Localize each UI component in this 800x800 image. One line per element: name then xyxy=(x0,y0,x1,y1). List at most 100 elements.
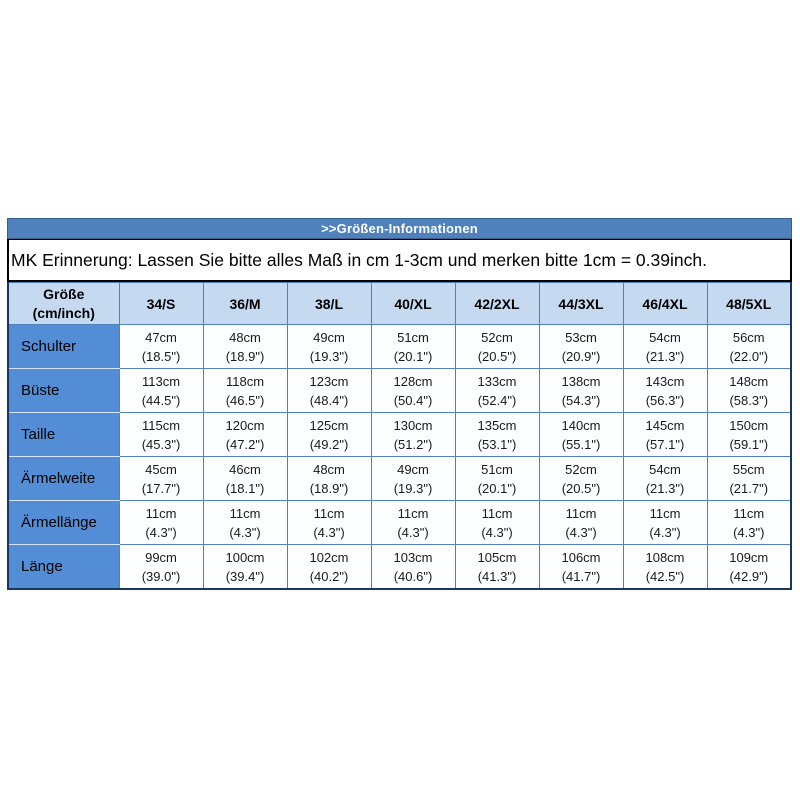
measurement-cm: 48cm xyxy=(313,461,345,477)
row-label: Ärmellänge xyxy=(7,500,120,545)
table-row: Schulter 47cm (18.5") 48cm (18.9") 49cm (19.3"… xyxy=(7,324,792,369)
measurement-cm: 48cm xyxy=(229,329,261,345)
measurement-cm: 150cm xyxy=(729,417,769,433)
measurement-cell: 11cm (4.3") xyxy=(286,500,372,545)
measurement-inch: (40.2") xyxy=(309,568,349,584)
measurement-cm: 113cm xyxy=(141,373,181,389)
measurement-inch: (4.3") xyxy=(313,524,345,540)
measurement-cell: 51cm (20.1") xyxy=(370,324,456,369)
measurement-cm: 47cm xyxy=(145,329,177,345)
corner-header-line2: (cm/inch) xyxy=(32,304,95,321)
measurement-cell: 52cm (20.5") xyxy=(538,456,624,501)
measurement-cm: 125cm xyxy=(309,417,349,433)
measurement-cell: 123cm (48.4") xyxy=(286,368,372,413)
measurement-cell: 105cm (41.3") xyxy=(454,544,540,590)
measurement-inch: (21.7") xyxy=(729,480,769,496)
size-column-header: 36/M xyxy=(202,282,288,325)
measurement-cm: 115cm xyxy=(141,417,181,433)
row-label: Büste xyxy=(7,368,120,413)
measurement-cm: 51cm xyxy=(397,329,429,345)
table-row: Ärmelweite 45cm (17.7") 46cm (18.1") 48cm (18.… xyxy=(7,456,792,501)
measurement-cm: 100cm xyxy=(225,549,265,565)
measurement-inch: (50.4") xyxy=(393,392,433,408)
measurement-cell: 102cm (40.2") xyxy=(286,544,372,590)
measurement-cell: 145cm (57.1") xyxy=(622,412,708,457)
measurement-cell: 143cm (56.3") xyxy=(622,368,708,413)
measurement-cell: 118cm (46.5") xyxy=(202,368,288,413)
measurement-inch: (39.4") xyxy=(225,568,265,584)
corner-header-cell: Größe (cm/inch) xyxy=(7,282,120,325)
measurement-inch: (46.5") xyxy=(225,392,265,408)
measurement-inch: (54.3") xyxy=(561,392,601,408)
measurement-cm: 45cm xyxy=(145,461,177,477)
measurement-inch: (51.2") xyxy=(393,436,433,452)
measurement-cell: 51cm (20.1") xyxy=(454,456,540,501)
measurement-cell: 48cm (18.9") xyxy=(286,456,372,501)
measurement-cm: 11cm xyxy=(313,505,345,521)
measurement-cell: 54cm (21.3") xyxy=(622,324,708,369)
size-column-header: 40/XL xyxy=(370,282,456,325)
size-chart: >>Größen-Informationen MK Erinnerung: La… xyxy=(7,218,792,590)
measurement-cell: 49cm (19.3") xyxy=(286,324,372,369)
measurement-cell: 11cm (4.3") xyxy=(622,500,708,545)
measurement-cell: 150cm (59.1") xyxy=(706,412,792,457)
measurement-inch: (21.3") xyxy=(645,348,685,364)
measurement-cell: 53cm (20.9") xyxy=(538,324,624,369)
size-table: Größe (cm/inch) 34/S 36/M 38/L 40/XL 42/2XL 4… xyxy=(7,282,792,590)
size-column-header: 44/3XL xyxy=(538,282,624,325)
measurement-cell: 46cm (18.1") xyxy=(202,456,288,501)
measurement-cell: 109cm (42.9") xyxy=(706,544,792,590)
measurement-cm: 51cm xyxy=(481,461,513,477)
measurement-inch: (20.5") xyxy=(561,480,601,496)
row-label: Schulter xyxy=(7,324,120,369)
measurement-inch: (42.9") xyxy=(729,568,769,584)
measurement-cm: 11cm xyxy=(229,505,261,521)
measurement-inch: (4.3") xyxy=(397,524,429,540)
row-label: Ärmelweite xyxy=(7,456,120,501)
measurement-inch: (19.3") xyxy=(309,348,349,364)
measurement-cell: 54cm (21.3") xyxy=(622,456,708,501)
table-row: Taille 115cm (45.3") 120cm (47.2") 125cm (49.2… xyxy=(7,412,792,457)
size-column-header: 34/S xyxy=(118,282,204,325)
measurement-cell: 11cm (4.3") xyxy=(706,500,792,545)
measurement-cell: 55cm (21.7") xyxy=(706,456,792,501)
measurement-cm: 49cm xyxy=(397,461,429,477)
measurement-inch: (4.3") xyxy=(145,524,177,540)
measurement-cm: 103cm xyxy=(393,549,433,565)
measurement-cm: 53cm xyxy=(565,329,597,345)
table-row: Länge 99cm (39.0") 100cm (39.4") 102cm (40.2")… xyxy=(7,544,792,590)
measurement-inch: (47.2") xyxy=(225,436,265,452)
measurement-cell: 11cm (4.3") xyxy=(454,500,540,545)
measurement-cell: 135cm (53.1") xyxy=(454,412,540,457)
measurement-cell: 103cm (40.6") xyxy=(370,544,456,590)
size-column-header: 48/5XL xyxy=(706,282,792,325)
measurement-inch: (42.5") xyxy=(645,568,685,584)
measurement-cell: 106cm (41.7") xyxy=(538,544,624,590)
measurement-cell: 11cm (4.3") xyxy=(538,500,624,545)
measurement-cell: 148cm (58.3") xyxy=(706,368,792,413)
measurement-cm: 11cm xyxy=(481,505,513,521)
measurement-cm: 54cm xyxy=(649,329,681,345)
measurement-inch: (20.1") xyxy=(393,348,433,364)
measurement-cm: 145cm xyxy=(645,417,685,433)
measurement-cm: 11cm xyxy=(733,505,765,521)
measurement-cm: 11cm xyxy=(145,505,177,521)
measurement-cm: 52cm xyxy=(481,329,513,345)
measurement-cell: 125cm (49.2") xyxy=(286,412,372,457)
measurement-inch: (20.1") xyxy=(477,480,517,496)
measurement-inch: (4.3") xyxy=(565,524,597,540)
size-column-header: 42/2XL xyxy=(454,282,540,325)
measurement-cell: 133cm (52.4") xyxy=(454,368,540,413)
measurement-reminder-note: MK Erinnerung: Lassen Sie bitte alles Ma… xyxy=(7,239,792,282)
measurement-cell: 100cm (39.4") xyxy=(202,544,288,590)
measurement-cell: 99cm (39.0") xyxy=(118,544,204,590)
measurement-cell: 11cm (4.3") xyxy=(202,500,288,545)
table-row: Büste 113cm (44.5") 118cm (46.5") 123cm (48.4"… xyxy=(7,368,792,413)
measurement-cm: 11cm xyxy=(397,505,429,521)
measurement-cell: 11cm (4.3") xyxy=(370,500,456,545)
measurement-cm: 54cm xyxy=(649,461,681,477)
measurement-cell: 140cm (55.1") xyxy=(538,412,624,457)
measurement-inch: (18.9") xyxy=(225,348,265,364)
measurement-cm: 56cm xyxy=(732,329,765,345)
measurement-inch: (4.3") xyxy=(649,524,681,540)
